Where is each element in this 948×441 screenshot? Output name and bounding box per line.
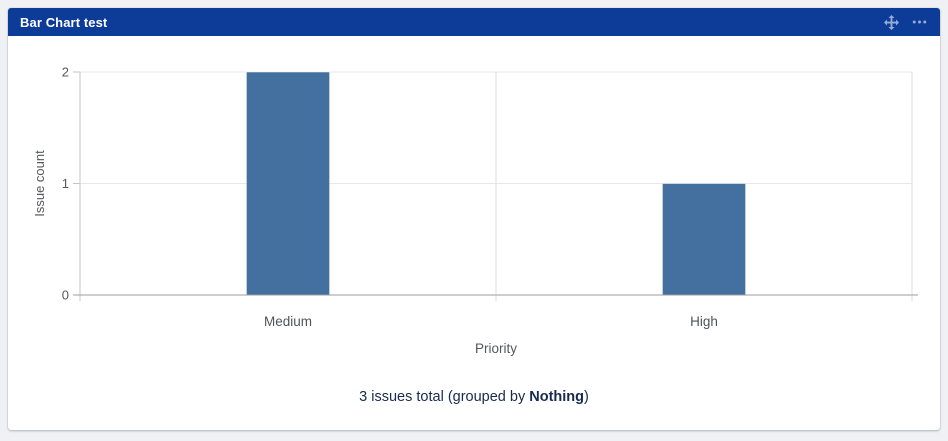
- x-tick-label: Medium: [264, 314, 312, 329]
- bar-medium[interactable]: [245, 71, 331, 296]
- x-tick-label: High: [690, 314, 718, 329]
- footer-text-after: ): [584, 389, 589, 405]
- bar-chart-gadget: Bar Chart test 0 1 2 Medium High Priority Issu…: [8, 8, 940, 430]
- bar-high[interactable]: [661, 183, 747, 296]
- bar-chart: 0 1 2 Medium High Priority Issue count: [32, 65, 918, 356]
- drag-handle-button[interactable]: [884, 14, 899, 30]
- footer-text-before: 3 issues total (grouped by: [359, 389, 530, 405]
- footer-group-name: Nothing: [529, 389, 584, 405]
- ellipsis-icon: [912, 20, 927, 24]
- move-icon: [884, 14, 899, 30]
- gadget-title: Bar Chart test: [20, 14, 108, 30]
- y-tick-label: 0: [62, 288, 69, 303]
- y-tick-label: 1: [62, 176, 69, 191]
- y-tick-label: 2: [62, 65, 69, 80]
- more-options-button[interactable]: [911, 15, 928, 29]
- chart-footer: 3 issues total (grouped by Nothing): [8, 388, 940, 406]
- y-axis-title: Issue count: [32, 150, 47, 217]
- gadget-body: 0 1 2 Medium High Priority Issue count 3 issue…: [8, 36, 940, 430]
- gadget-header: Bar Chart test: [8, 8, 940, 36]
- x-axis-title: Priority: [475, 341, 517, 356]
